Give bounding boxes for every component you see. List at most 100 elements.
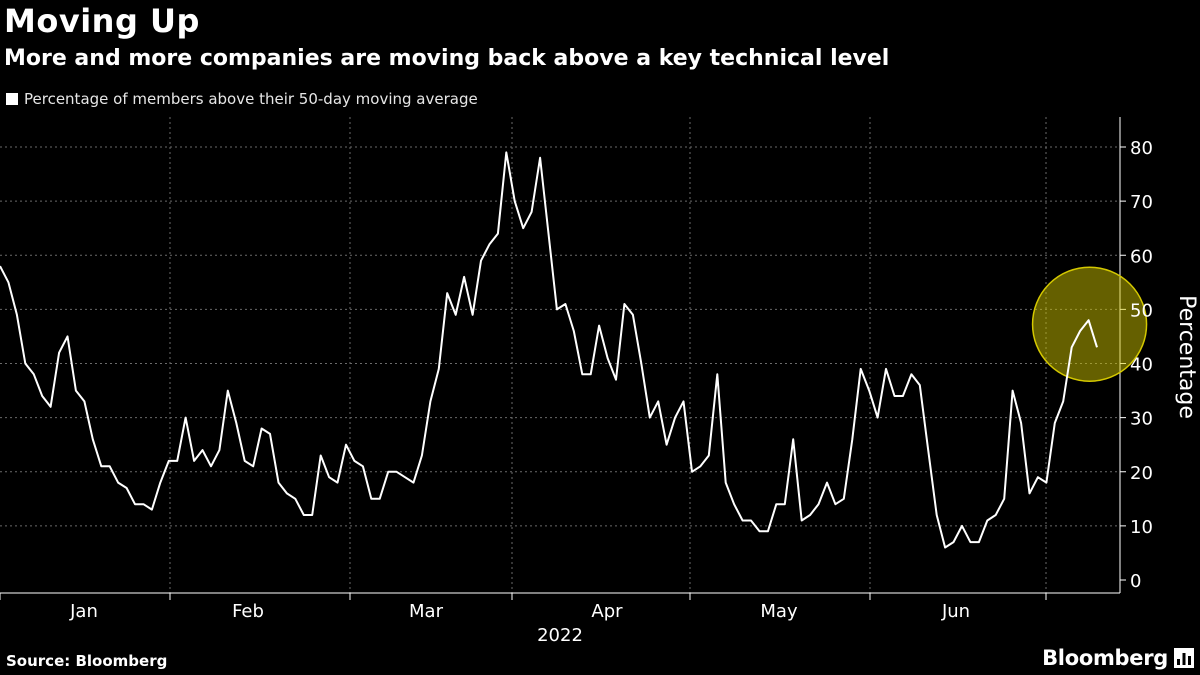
data-point [969, 541, 971, 543]
data-point [92, 438, 94, 440]
data-point [733, 503, 735, 505]
data-point [750, 520, 752, 522]
data-point [1079, 330, 1081, 332]
data-point [429, 400, 431, 402]
data-point [218, 449, 220, 451]
data-point [227, 390, 229, 392]
data-point [902, 395, 904, 397]
data-point [910, 373, 912, 375]
x-axis-title: 2022 [537, 625, 583, 646]
x-tick-label-apr: Apr [591, 601, 623, 622]
data-point [126, 487, 128, 489]
data-point [379, 498, 381, 500]
data-point [328, 476, 330, 478]
legend-label: Percentage of members above their 50-day… [24, 90, 478, 108]
data-point [1071, 346, 1073, 348]
x-tick-label-jan: Jan [69, 601, 98, 622]
series-layer [0, 151, 1098, 549]
grid-lines [0, 117, 1120, 593]
data-point [927, 449, 929, 451]
data-point [244, 460, 246, 462]
x-tick-label-jun: Jun [941, 601, 970, 622]
data-point [851, 438, 853, 440]
data-point [877, 417, 879, 419]
data-point [294, 498, 296, 500]
data-point [370, 498, 372, 500]
data-point [337, 482, 339, 484]
chart-title: Moving Up [4, 2, 200, 40]
data-point [24, 363, 26, 365]
data-point [623, 303, 625, 305]
y-tick-label-30: 30 [1130, 409, 1153, 430]
data-point [413, 482, 415, 484]
data-point [210, 465, 212, 467]
data-point [784, 503, 786, 505]
data-point [809, 514, 811, 516]
data-point [767, 530, 769, 532]
data-point [936, 514, 938, 516]
data-point [691, 471, 693, 473]
data-point [50, 406, 52, 408]
data-point [986, 520, 988, 522]
data-point [193, 460, 195, 462]
data-point [640, 363, 642, 365]
y-tick-label-70: 70 [1130, 192, 1153, 213]
data-point [185, 417, 187, 419]
data-point [1088, 319, 1090, 321]
axes [0, 117, 1126, 600]
data-point [514, 200, 516, 202]
data-point [134, 503, 136, 505]
data-point [1037, 476, 1039, 478]
series-line [0, 151, 1098, 549]
data-point [548, 233, 550, 235]
data-point [7, 281, 9, 283]
data-point [497, 233, 499, 235]
data-point [41, 395, 43, 397]
y-tick-label-10: 10 [1130, 517, 1153, 538]
data-point [961, 525, 963, 527]
y-tick-label-20: 20 [1130, 463, 1153, 484]
data-point [742, 520, 744, 522]
bar-chart-icon [1174, 648, 1194, 668]
data-point [539, 157, 541, 159]
data-point [446, 292, 448, 294]
data-point [885, 368, 887, 370]
data-point [176, 460, 178, 462]
data-point [666, 444, 668, 446]
data-point [615, 379, 617, 381]
data-point [1096, 346, 1098, 348]
legend-swatch [6, 93, 18, 105]
data-point [396, 471, 398, 473]
data-point [860, 368, 862, 370]
data-point [1029, 492, 1031, 494]
data-point [143, 503, 145, 505]
y-tick-label-40: 40 [1130, 355, 1153, 376]
data-point [716, 373, 718, 375]
data-point [1012, 390, 1014, 392]
data-point [834, 503, 836, 505]
data-point [261, 428, 263, 430]
data-point [303, 514, 305, 516]
data-point [455, 314, 457, 316]
data-point [995, 514, 997, 516]
data-point [919, 384, 921, 386]
data-point [801, 520, 803, 522]
data-point [759, 530, 761, 532]
brand-logo: Bloomberg [1042, 646, 1168, 670]
data-point [581, 373, 583, 375]
data-point [894, 395, 896, 397]
data-point [100, 465, 102, 467]
data-point [286, 492, 288, 494]
data-point [573, 330, 575, 332]
data-point [1054, 422, 1056, 424]
data-point [269, 433, 271, 435]
data-point [159, 482, 161, 484]
data-point [16, 314, 18, 316]
data-point [235, 422, 237, 424]
x-tick-label-mar: Mar [409, 601, 444, 622]
tick-labels: 0 10 20 30 40 50 60 70 80 Jan Feb Mar Apr May Jun 2022 P… [69, 138, 1199, 646]
data-point [353, 460, 355, 462]
data-point [151, 509, 153, 511]
data-point [488, 243, 490, 245]
data-point [564, 303, 566, 305]
